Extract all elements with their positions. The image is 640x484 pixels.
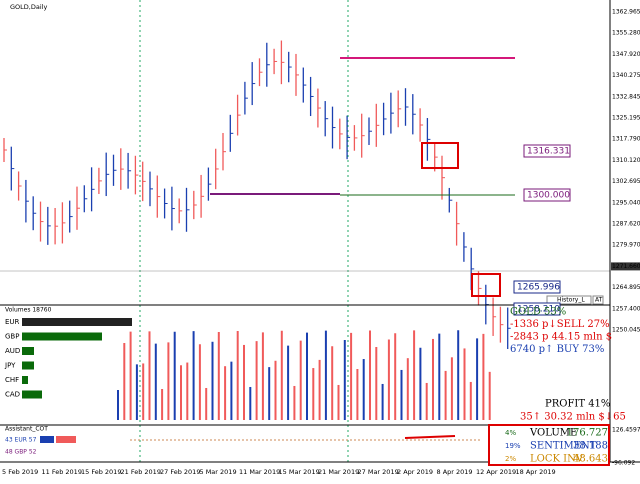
- date-label: 27 Mar 2019: [358, 468, 399, 476]
- cot-arrow: [404, 435, 456, 439]
- price-label: 1300.000: [527, 191, 570, 201]
- currency-bar: [22, 332, 102, 341]
- price-axis-label: 1295.040: [612, 199, 640, 206]
- price-label-box: [513, 280, 561, 294]
- price-label: 1316.331: [527, 147, 570, 157]
- currency-label: EUR: [5, 318, 20, 326]
- cot-axis-label: -96.092: [612, 460, 635, 467]
- currency-bar: [22, 361, 34, 370]
- date-label: 11 Feb 2019: [42, 468, 82, 476]
- cot-name: SENTIMENT: [530, 441, 597, 452]
- button-label[interactable]: History_L: [557, 297, 585, 304]
- currency-bar: [22, 376, 28, 384]
- price-axis-label: 1250.045: [612, 327, 640, 334]
- date-label: 11 Mar 2019: [239, 468, 280, 476]
- cot-bar: [40, 436, 54, 443]
- current-price: [611, 262, 640, 271]
- date-label: 15 Feb 2019: [81, 468, 121, 476]
- price-label: 1265.996: [517, 283, 560, 293]
- price-axis-label: 1332.845: [612, 93, 640, 100]
- cot-name: LOCK INV: [530, 454, 584, 465]
- stat-line: PROFIT 41%: [545, 399, 610, 410]
- price-label-box: [523, 144, 571, 158]
- date-label: 15 Mar 2019: [279, 468, 320, 476]
- date-label: 5 Mar 2019: [200, 468, 237, 476]
- cot-value: 38.188: [573, 441, 608, 452]
- price-label-box: [523, 188, 571, 202]
- cot-bar: [56, 436, 76, 443]
- date-label: 27 Feb 2019: [160, 468, 200, 476]
- cot-value: 48.643: [573, 454, 608, 465]
- stat-line: 6740 p↑ BUY 73%: [510, 344, 604, 355]
- price-axis-label: 1310.120: [612, 157, 640, 164]
- highlight: [421, 142, 459, 169]
- currency-label: JPY: [4, 362, 16, 370]
- panel-title: Volumes 18760: [5, 307, 52, 314]
- stat-line: GOLD 53%: [510, 307, 566, 318]
- button[interactable]: [592, 295, 604, 305]
- cot-pct: 19%: [505, 442, 521, 450]
- price-axis-label: 1317.790: [612, 136, 640, 143]
- date-label: 21 Mar 2019: [318, 468, 359, 476]
- date-label: 21 Feb 2019: [121, 468, 161, 476]
- currency-label: GBP: [5, 333, 19, 341]
- price-axis-label: 1302.695: [612, 178, 640, 185]
- price-label: 1258.210: [517, 305, 560, 315]
- cot-axis-label: 126.4597: [612, 427, 640, 434]
- cot-pct: 4%: [505, 429, 516, 437]
- stat-line: -1336 p↓SELL 27%: [510, 319, 610, 330]
- price-axis-label: 1287.620: [612, 221, 640, 228]
- currency-bar: [22, 390, 42, 399]
- price-axis-label: 1264.895: [612, 284, 640, 291]
- cot-pair: 43 EUR 57: [5, 437, 37, 444]
- price-axis-label: 1355.280: [612, 30, 640, 37]
- highlight: [471, 273, 501, 297]
- stat-line: -2843 p 44.15 mln $: [510, 332, 612, 343]
- currency-label: AUD: [5, 347, 20, 355]
- price-axis-label: 1347.920: [612, 51, 640, 58]
- price-axis-label: 1325.195: [612, 115, 640, 122]
- button[interactable]: [546, 295, 592, 305]
- currency-label: CHF: [5, 376, 19, 384]
- price-label-box: [513, 302, 561, 316]
- currency-bar: [22, 318, 132, 326]
- info-box: [488, 424, 610, 466]
- date-label: 18 Apr 2019: [516, 468, 556, 476]
- date-label: 5 Feb 2019: [2, 468, 38, 476]
- price-axis-label: 1362.965: [612, 9, 640, 16]
- price-axis-label: 1257.400: [612, 305, 640, 312]
- cot-pair: 48 GBP 52: [5, 449, 37, 456]
- date-label: 2 Apr 2019: [397, 468, 433, 476]
- price-axis-label: 1340.275: [612, 72, 640, 79]
- date-label: 12 Apr 2019: [476, 468, 516, 476]
- cot-pct: 2%: [505, 455, 516, 463]
- cot-name: VOLUME: [529, 428, 577, 439]
- chart-title: GOLD,Daily: [10, 3, 47, 11]
- cot-value: 176.727: [567, 428, 608, 439]
- stat-line: 35↑ 30.32 mln $↓65: [520, 412, 626, 423]
- price-axis-label: 1279.970: [612, 242, 640, 249]
- button-label[interactable]: AT: [595, 297, 603, 304]
- currency-bar: [22, 347, 34, 355]
- currency-label: CAD: [5, 391, 20, 399]
- price-axis-label: 1271.660: [612, 263, 640, 270]
- date-label: 8 Apr 2019: [437, 468, 473, 476]
- decor: [0, 0, 610, 462]
- panel-title: Assistant_COT: [5, 426, 48, 433]
